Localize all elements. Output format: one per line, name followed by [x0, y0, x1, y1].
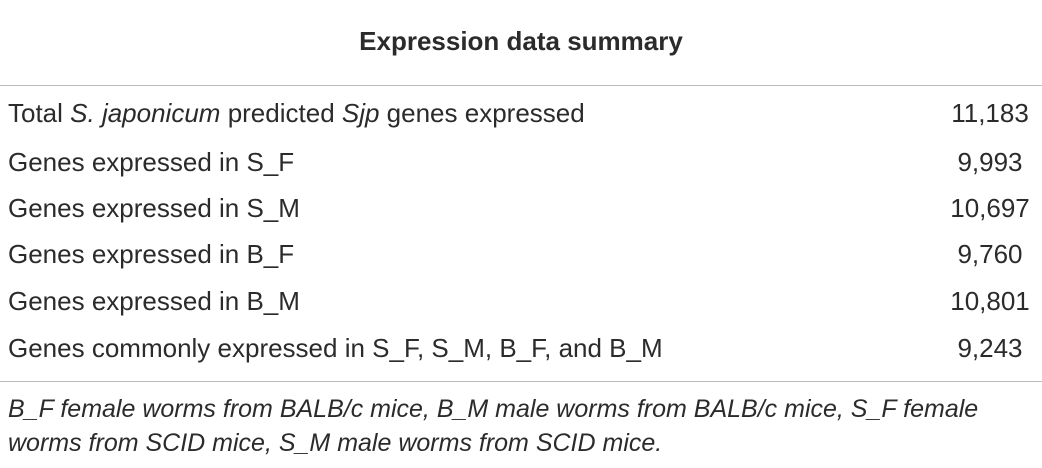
row-value: 9,760	[957, 239, 1023, 269]
label-part: predicted	[220, 98, 342, 128]
row-label: Genes expressed in S_F	[8, 147, 295, 177]
row-label: Total S. japonicum predicted Sjp genes e…	[8, 93, 585, 133]
footnote: B_F female worms from BALB/c mice, B_M m…	[8, 395, 979, 457]
row-value: 11,183	[951, 98, 1029, 128]
label-part: S. japonicum	[70, 98, 221, 128]
label-part: genes expressed	[379, 98, 585, 128]
label-part: Total	[8, 98, 71, 128]
row-label: Genes expressed in S_M	[8, 193, 300, 223]
table-row: Genes commonly expressed in S_F, S_M, B_…	[0, 328, 1042, 368]
row-label: Genes commonly expressed in S_F, S_M, B_…	[8, 333, 663, 363]
row-label: Genes expressed in B_F	[8, 239, 295, 269]
table-row: Genes expressed in S_M 10,697	[0, 188, 1042, 228]
row-value: 9,993	[957, 147, 1023, 177]
table-title: Expression data summary	[359, 26, 683, 56]
footer-rule	[0, 381, 1042, 382]
table-row: Genes expressed in B_M 10,801	[0, 281, 1042, 321]
row-value: 10,801	[950, 286, 1030, 316]
table-row: Genes expressed in B_F 9,760	[0, 234, 1042, 274]
table-row: Genes expressed in S_F 9,993	[0, 142, 1042, 182]
row-value: 9,243	[957, 333, 1023, 363]
row-value: 10,697	[950, 193, 1030, 223]
label-part: Sjp	[341, 98, 380, 128]
header-rule	[0, 85, 1042, 86]
table-row: Total S. japonicum predicted Sjp genes e…	[0, 93, 1042, 133]
row-label: Genes expressed in B_M	[8, 286, 300, 316]
